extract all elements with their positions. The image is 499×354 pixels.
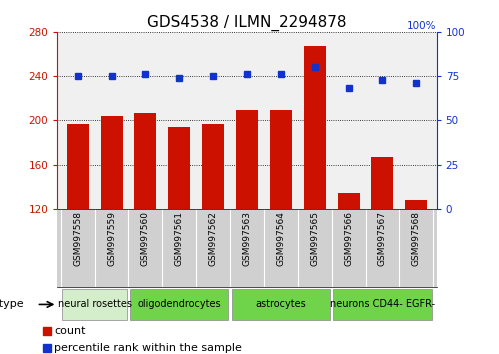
Text: GSM997561: GSM997561 bbox=[175, 211, 184, 266]
Bar bbox=[304, 46, 326, 209]
Text: GSM997564: GSM997564 bbox=[276, 211, 285, 266]
Bar bbox=[168, 127, 190, 209]
Text: GSM997568: GSM997568 bbox=[412, 211, 421, 266]
Bar bbox=[101, 116, 123, 209]
Text: neural rosettes: neural rosettes bbox=[57, 299, 132, 309]
Bar bbox=[130, 289, 229, 320]
Text: percentile rank within the sample: percentile rank within the sample bbox=[54, 343, 242, 353]
Text: neurons CD44- EGFR-: neurons CD44- EGFR- bbox=[330, 299, 435, 309]
Text: 100%: 100% bbox=[407, 21, 437, 31]
Text: GSM997566: GSM997566 bbox=[344, 211, 353, 266]
Bar bbox=[67, 124, 89, 209]
Bar bbox=[270, 110, 292, 209]
Bar bbox=[405, 200, 427, 209]
Text: GSM997559: GSM997559 bbox=[107, 211, 116, 266]
Text: GSM997563: GSM997563 bbox=[243, 211, 251, 266]
Text: GSM997565: GSM997565 bbox=[310, 211, 319, 266]
Text: astrocytes: astrocytes bbox=[255, 299, 306, 309]
Text: GSM997562: GSM997562 bbox=[209, 211, 218, 266]
Bar bbox=[134, 113, 156, 209]
Bar bbox=[232, 289, 330, 320]
Text: GSM997560: GSM997560 bbox=[141, 211, 150, 266]
Bar bbox=[338, 193, 360, 209]
Bar bbox=[62, 289, 127, 320]
Title: GDS4538 / ILMN_2294878: GDS4538 / ILMN_2294878 bbox=[147, 14, 347, 30]
Bar bbox=[371, 157, 393, 209]
Text: count: count bbox=[54, 326, 85, 336]
Text: oligodendrocytes: oligodendrocytes bbox=[137, 299, 221, 309]
Text: GSM997567: GSM997567 bbox=[378, 211, 387, 266]
Text: GSM997558: GSM997558 bbox=[73, 211, 82, 266]
Bar bbox=[236, 110, 258, 209]
Bar bbox=[202, 124, 224, 209]
Bar bbox=[333, 289, 432, 320]
Text: cell type: cell type bbox=[0, 299, 23, 309]
